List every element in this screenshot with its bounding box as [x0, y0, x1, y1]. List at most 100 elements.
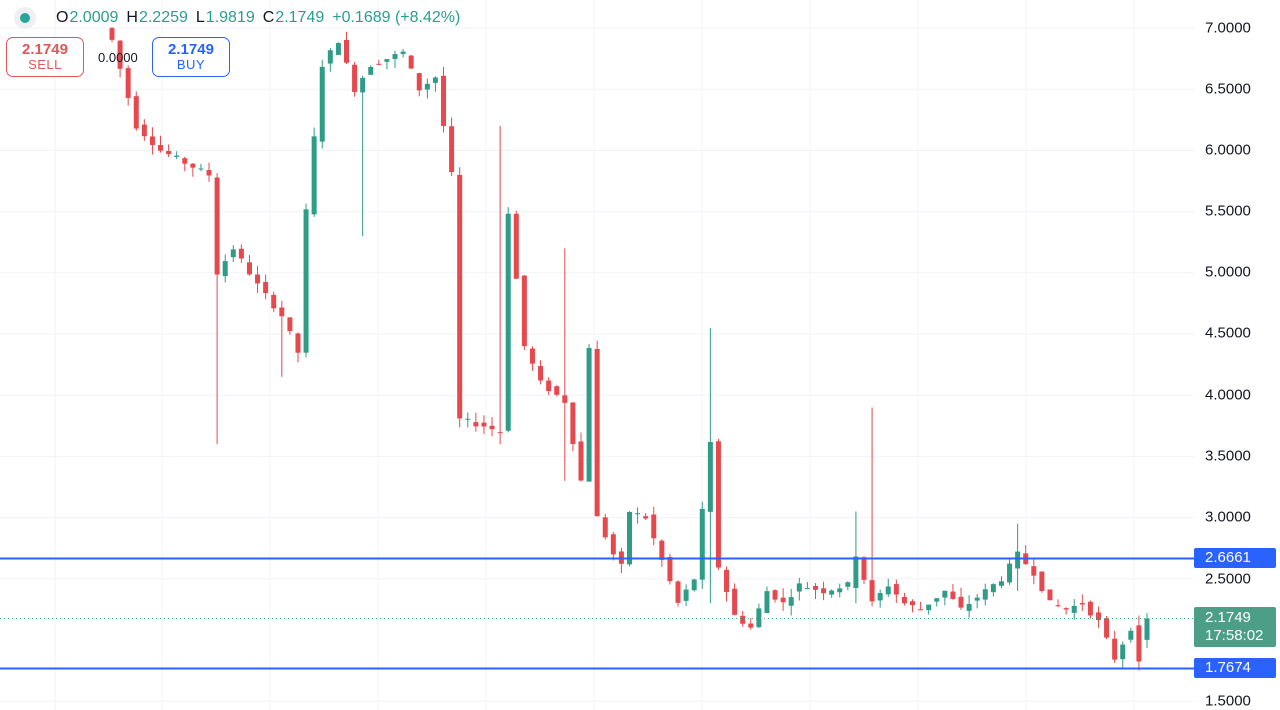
candle — [635, 507, 641, 524]
candle-body — [441, 75, 447, 126]
candle — [392, 50, 398, 69]
candle — [764, 586, 770, 614]
buy-button[interactable]: 2.1749 BUY — [152, 37, 230, 77]
candle — [158, 135, 164, 153]
candle — [222, 254, 228, 283]
candle-body — [287, 317, 293, 332]
candle — [408, 54, 414, 70]
candle — [788, 588, 794, 616]
candle — [804, 582, 810, 590]
candle-body — [845, 582, 851, 587]
candle-body — [505, 213, 511, 431]
candle-body — [400, 51, 406, 54]
candle-body — [384, 59, 390, 62]
candle — [117, 39, 123, 78]
candle — [327, 47, 333, 72]
upper-level-tag[interactable]: 2.6661 — [1194, 548, 1276, 568]
lower-level-tag[interactable]: 1.7674 — [1194, 658, 1276, 678]
candle — [416, 72, 422, 97]
candle-body — [1144, 618, 1150, 640]
candle-body — [732, 588, 738, 615]
change-value: +0.1689 (+8.42%) — [332, 9, 461, 26]
candle-body — [263, 281, 269, 294]
candle-body — [109, 28, 115, 40]
candle-body — [699, 508, 705, 580]
candle-body — [635, 513, 641, 515]
candle-body — [1047, 589, 1053, 601]
candle — [198, 163, 204, 171]
candle-body — [538, 366, 544, 381]
candle-body — [141, 124, 147, 137]
candle-body — [683, 589, 689, 601]
candle — [796, 577, 802, 601]
candle — [343, 31, 349, 65]
candle — [230, 245, 236, 263]
high-key: H — [126, 9, 138, 26]
candle-body — [837, 588, 843, 593]
candle — [618, 547, 624, 574]
candle-body — [368, 66, 374, 75]
candle — [190, 162, 196, 177]
ohlc-legend: O 2.0009 H 2.2259 L 1.9819 C 2.1749 +0.1… — [14, 6, 468, 30]
candle — [602, 513, 608, 540]
candle-body — [893, 584, 899, 595]
candlestick-series — [109, 26, 1150, 671]
candle — [958, 587, 964, 610]
candle-body — [335, 43, 341, 55]
candle — [893, 579, 899, 603]
candle-body — [586, 347, 592, 482]
candle — [740, 611, 746, 627]
candle-body — [982, 589, 988, 600]
price-levels[interactable] — [0, 557, 1194, 670]
candle — [384, 59, 390, 70]
candle-body — [853, 556, 859, 588]
candle — [982, 583, 988, 606]
candle-body — [1104, 618, 1110, 638]
candle-body — [821, 588, 827, 594]
candle — [303, 203, 309, 358]
candle-body — [659, 540, 665, 560]
candle — [489, 417, 495, 437]
candle — [529, 346, 535, 371]
candle-body — [990, 584, 996, 593]
candle-body — [1136, 625, 1142, 662]
sell-button[interactable]: 2.1749 SELL — [6, 37, 84, 77]
candle — [812, 583, 818, 600]
candle — [821, 581, 827, 601]
candle — [1023, 545, 1029, 566]
chart-grid — [0, 0, 1194, 710]
y-tick-label: 3.5000 — [1205, 447, 1251, 465]
candle — [829, 589, 835, 598]
candle-body — [756, 608, 762, 628]
candle-body — [489, 425, 495, 430]
candle — [554, 385, 560, 397]
candle-body — [974, 597, 980, 601]
y-tick-label: 2.5000 — [1205, 570, 1251, 588]
candle — [990, 583, 996, 597]
candle — [182, 156, 188, 172]
candle-body — [764, 591, 770, 614]
candle-body — [602, 517, 608, 538]
candle-body — [521, 275, 527, 347]
candle-body — [910, 601, 916, 606]
candle-body — [1055, 605, 1061, 607]
candle — [335, 42, 341, 56]
candle-body — [343, 39, 349, 63]
candle — [651, 506, 657, 546]
market-status-icon[interactable] — [14, 7, 36, 29]
candle — [699, 501, 705, 589]
candle — [707, 327, 713, 604]
candle — [901, 592, 907, 606]
candle-body — [1071, 605, 1077, 613]
candle — [1031, 558, 1037, 585]
candle — [319, 59, 325, 149]
candle — [1136, 615, 1142, 671]
candle — [594, 340, 600, 517]
candle-body — [206, 170, 212, 176]
candle — [861, 556, 867, 584]
candle-body — [643, 516, 649, 519]
candle — [368, 65, 374, 75]
candle — [1087, 600, 1093, 619]
candle-body — [675, 581, 681, 603]
